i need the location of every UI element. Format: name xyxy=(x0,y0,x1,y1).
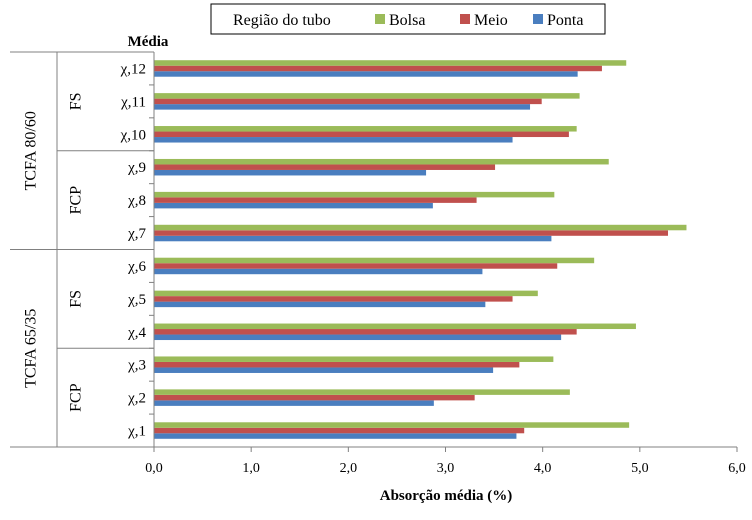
legend-label-meio: Meio xyxy=(474,12,508,29)
category-label: χ,11 xyxy=(120,94,146,110)
bar-ponta-6 xyxy=(154,268,483,275)
category-header: Média xyxy=(128,34,169,50)
bar-bolsa-3 xyxy=(154,356,554,362)
bar-meio-2 xyxy=(154,394,475,401)
bar-bolsa-1 xyxy=(154,422,630,428)
bar-bolsa-6 xyxy=(154,257,595,264)
inner-group-label: FCP xyxy=(68,186,85,215)
category-label: χ,1 xyxy=(127,424,146,440)
legend-title: Região do tubo xyxy=(233,12,331,29)
bar-bolsa-9 xyxy=(154,158,609,165)
x-axis-title: Absorção média (%) xyxy=(380,488,512,504)
x-tick-label: 6,0 xyxy=(728,461,746,476)
bar-ponta-4 xyxy=(154,334,562,341)
legend-label-ponta: Ponta xyxy=(547,12,583,29)
bar-bolsa-7 xyxy=(154,224,687,231)
category-label: χ,8 xyxy=(127,193,146,209)
category-label: χ,7 xyxy=(127,226,146,242)
axes: 0,0 1,0 2,0 3,0 4,0 5,0 6,0 xyxy=(10,51,746,476)
bar-ponta-7 xyxy=(154,235,552,242)
bar-meio-10 xyxy=(154,131,569,138)
legend-label-bolsa: Bolsa xyxy=(389,12,425,29)
x-tick-label: 3,0 xyxy=(437,461,455,476)
bar-bolsa-11 xyxy=(154,93,580,99)
bar-bolsa-5 xyxy=(154,290,538,297)
bar-meio-6 xyxy=(154,263,558,269)
bar-ponta-5 xyxy=(154,301,486,308)
category-label: χ,12 xyxy=(120,61,146,77)
bars xyxy=(154,60,687,439)
legend-swatch-meio xyxy=(460,14,470,24)
labels: χ,1 χ,2 χ,3 χ,4 χ,5 χ,6 χ,7 χ,8 χ,9 χ,10 χ,11 χ,12 F… xyxy=(23,61,147,439)
legend-swatch-ponta xyxy=(533,14,543,24)
category-label: χ,10 xyxy=(120,127,146,143)
x-tick-label: 4,0 xyxy=(534,461,552,476)
x-tick-label: 0,0 xyxy=(145,461,163,476)
bar-bolsa-4 xyxy=(154,323,636,330)
bar-meio-3 xyxy=(154,361,520,368)
category-label: χ,5 xyxy=(127,292,146,308)
bar-meio-12 xyxy=(154,65,602,72)
category-label: χ,4 xyxy=(127,325,146,341)
bar-ponta-12 xyxy=(154,71,578,77)
x-tick-label: 5,0 xyxy=(631,461,649,476)
bar-meio-1 xyxy=(154,427,525,434)
bar-ponta-10 xyxy=(154,137,513,143)
outer-group-label: TCFA 65/35 xyxy=(23,309,40,388)
bar-ponta-8 xyxy=(154,202,433,209)
bar-meio-8 xyxy=(154,197,477,203)
bar-ponta-1 xyxy=(154,433,517,439)
bar-ponta-9 xyxy=(154,169,427,176)
bar-bolsa-10 xyxy=(154,126,577,132)
category-label: χ,2 xyxy=(127,391,146,407)
bar-meio-11 xyxy=(154,98,542,105)
bar-ponta-3 xyxy=(154,367,494,373)
x-tick-label: 1,0 xyxy=(242,461,260,476)
category-label: χ,9 xyxy=(127,160,146,176)
x-tick-label: 2,0 xyxy=(340,461,358,476)
bar-bolsa-8 xyxy=(154,191,555,198)
bar-bolsa-2 xyxy=(154,389,570,395)
bar-meio-7 xyxy=(154,230,669,236)
bar-meio-9 xyxy=(154,164,496,170)
outer-group-label: TCFA 80/60 xyxy=(23,111,40,190)
inner-group-label: FS xyxy=(68,290,85,308)
bar-ponta-11 xyxy=(154,104,531,110)
inner-group-label: FCP xyxy=(68,383,85,412)
category-label: χ,6 xyxy=(127,259,146,275)
inner-group-label: FS xyxy=(68,92,85,110)
legend: Região do tubo Bolsa Meio Ponta xyxy=(210,3,606,35)
legend-swatch-bolsa xyxy=(375,14,385,24)
bar-bolsa-12 xyxy=(154,60,627,66)
category-label: χ,3 xyxy=(127,358,146,374)
bar-meio-5 xyxy=(154,296,513,302)
bar-meio-4 xyxy=(154,329,577,335)
bar-ponta-2 xyxy=(154,400,434,406)
